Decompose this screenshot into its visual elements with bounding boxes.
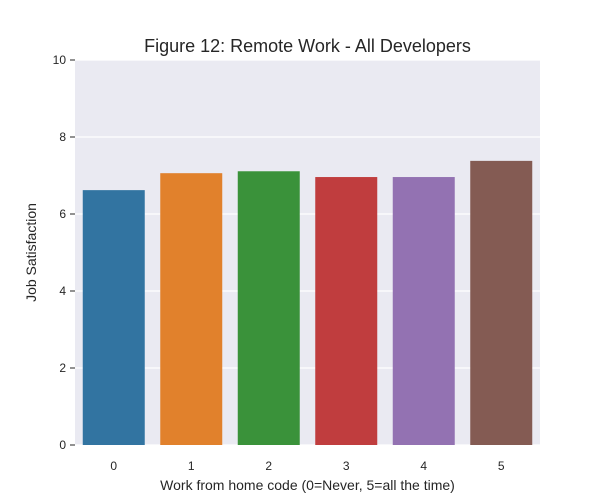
bar-5 — [470, 160, 533, 445]
x-axis-ticks: 0 1 2 3 4 5 — [110, 459, 505, 473]
bars — [82, 160, 533, 446]
x-axis-label: Work from home code (0=Never, 5=all the … — [160, 477, 455, 493]
x-tick-label: 2 — [265, 459, 272, 473]
bar-4 — [392, 177, 455, 446]
x-tick-label: 1 — [188, 459, 195, 473]
y-tick-label: 6 — [59, 207, 66, 221]
bar-1 — [160, 173, 223, 445]
chart-title: Figure 12: Remote Work - All Developers — [144, 36, 471, 56]
grid-lines — [75, 59, 540, 446]
y-axis-ticks: 0 2 4 6 8 10 — [53, 53, 75, 452]
y-axis-label: Job Satisfaction — [23, 203, 39, 302]
x-tick-label: 3 — [343, 459, 350, 473]
y-tick-label: 8 — [59, 130, 66, 144]
x-tick-label: 0 — [110, 459, 117, 473]
y-tick-label: 0 — [59, 438, 66, 452]
x-tick-label: 5 — [498, 459, 505, 473]
bar-2 — [237, 171, 300, 445]
y-tick-label: 2 — [59, 361, 66, 375]
y-tick-label: 4 — [59, 284, 66, 298]
bar-3 — [315, 177, 378, 446]
bar-0 — [82, 190, 145, 445]
x-tick-label: 4 — [420, 459, 427, 473]
plot-area — [75, 60, 540, 445]
y-tick-label: 10 — [53, 53, 67, 67]
